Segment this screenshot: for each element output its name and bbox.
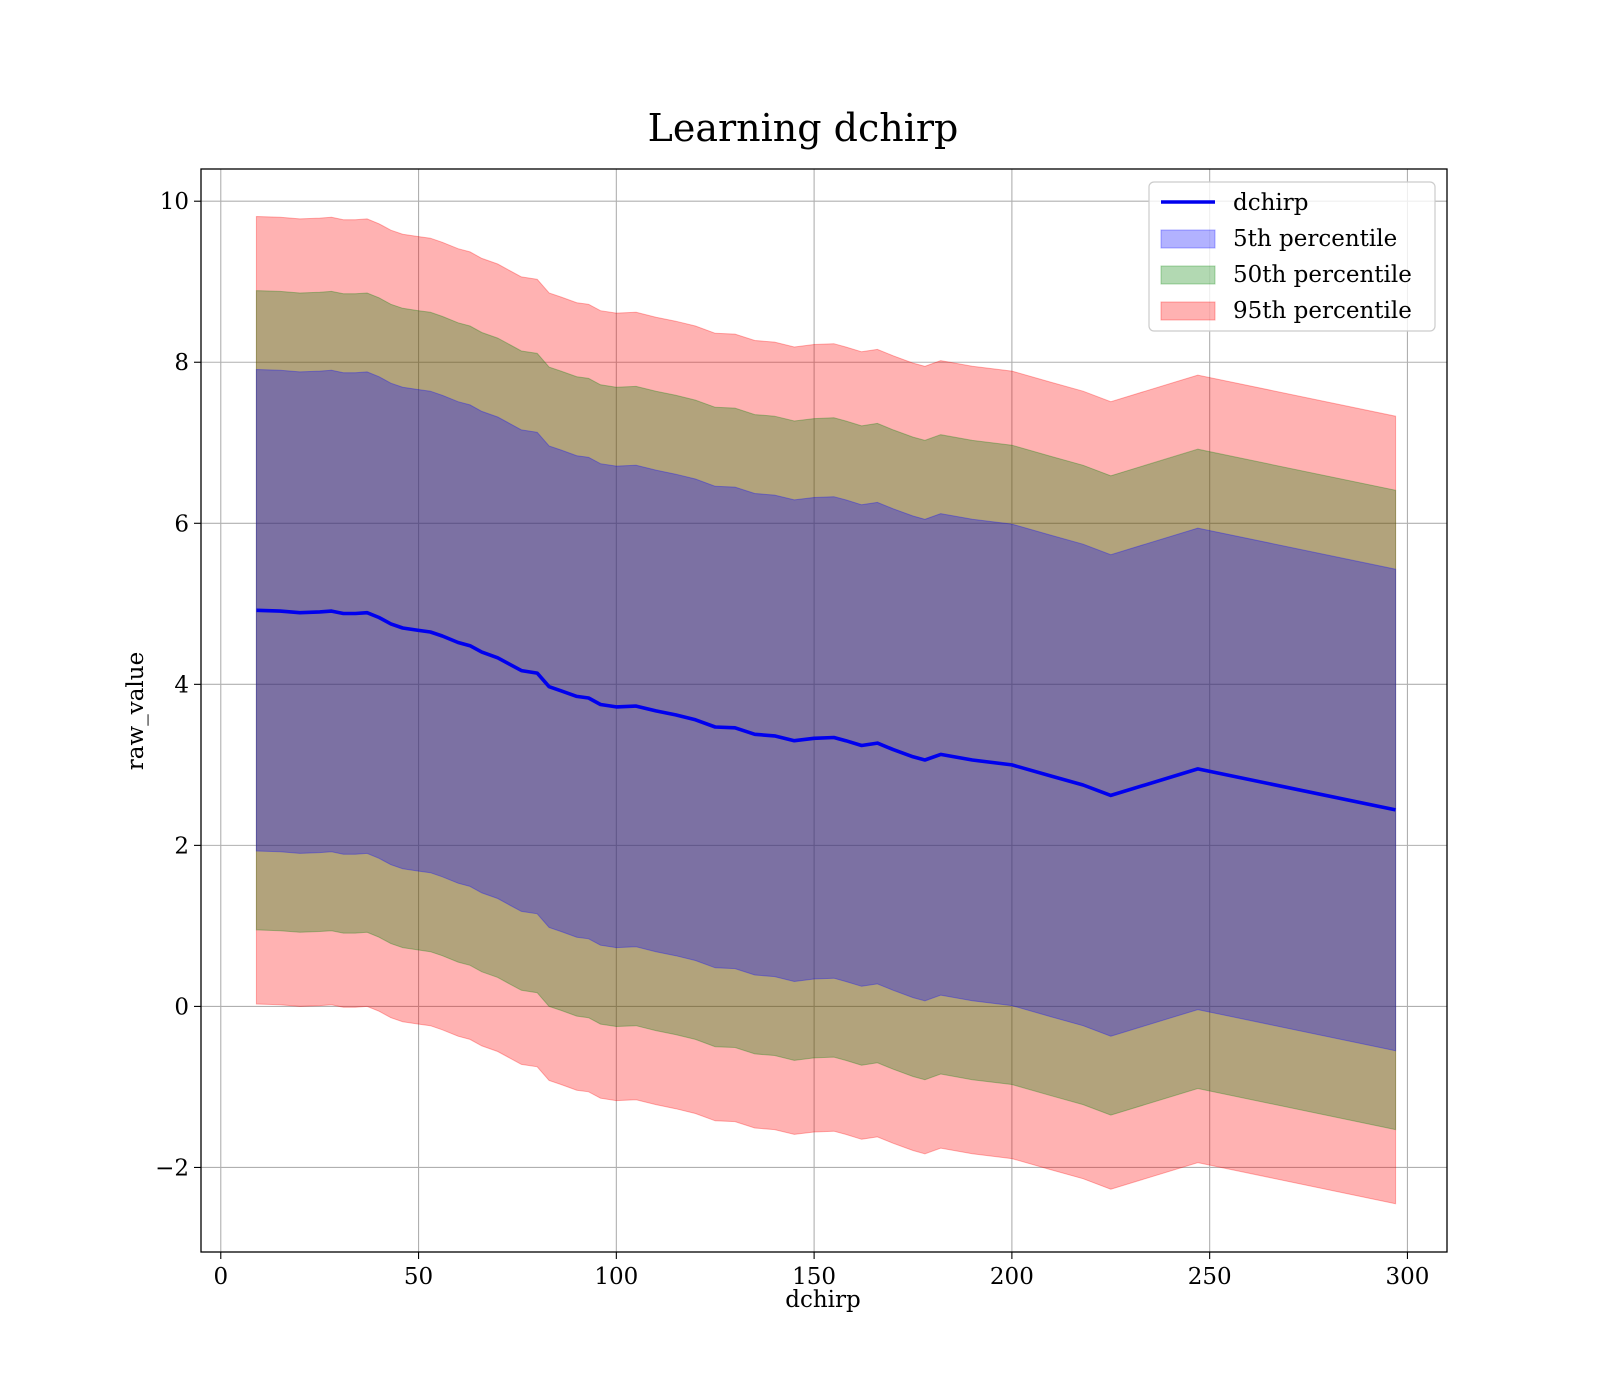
x-tick-label: 150 <box>792 1264 836 1290</box>
y-axis-ticks: −2 0 2 4 6 8 10 <box>155 189 201 1181</box>
y-tick-label: 6 <box>174 511 189 537</box>
legend-label: 95th percentile <box>1233 298 1412 324</box>
y-tick-label: 2 <box>174 833 189 859</box>
legend-label: 50th percentile <box>1233 262 1412 288</box>
y-tick-label: 4 <box>174 672 189 698</box>
x-tick-label: 300 <box>1385 1264 1429 1290</box>
y-tick-label: 10 <box>160 189 189 215</box>
x-tick-label: 250 <box>1188 1264 1232 1290</box>
x-tick-label: 100 <box>594 1264 638 1290</box>
y-tick-label: 0 <box>174 994 189 1020</box>
x-axis-label: dchirp <box>785 1287 861 1313</box>
series-lines <box>256 608 1396 812</box>
95th-percentile-band <box>255 215 1397 1205</box>
dchirp-line <box>256 608 1396 812</box>
x-axis-ticks: 0 50 100 150 200 250 300 <box>213 1252 1429 1290</box>
legend-label: dchirp <box>1233 190 1309 216</box>
50th-percentile-band <box>255 290 1397 1131</box>
x-tick-label: 50 <box>404 1264 433 1290</box>
legend-label: 5th percentile <box>1233 226 1397 252</box>
5th-percentile-band <box>255 368 1397 1052</box>
legend: dchirp 5th percentile 50th percentile 95th … <box>1148 181 1436 332</box>
legend-swatch <box>1160 229 1216 249</box>
legend-box <box>1148 181 1436 332</box>
legend-swatch <box>1160 301 1216 321</box>
legend-swatch <box>1160 265 1216 285</box>
x-tick-label: 0 <box>213 1264 228 1290</box>
y-tick-label: 8 <box>174 350 189 376</box>
x-tick-label: 200 <box>990 1264 1034 1290</box>
percentile-bands <box>255 215 1397 1205</box>
plot-frame <box>200 168 1448 1253</box>
chart-title: Learning dchirp <box>648 106 959 150</box>
y-tick-label: −2 <box>155 1155 189 1181</box>
y-axis-label: raw_value <box>123 652 149 770</box>
